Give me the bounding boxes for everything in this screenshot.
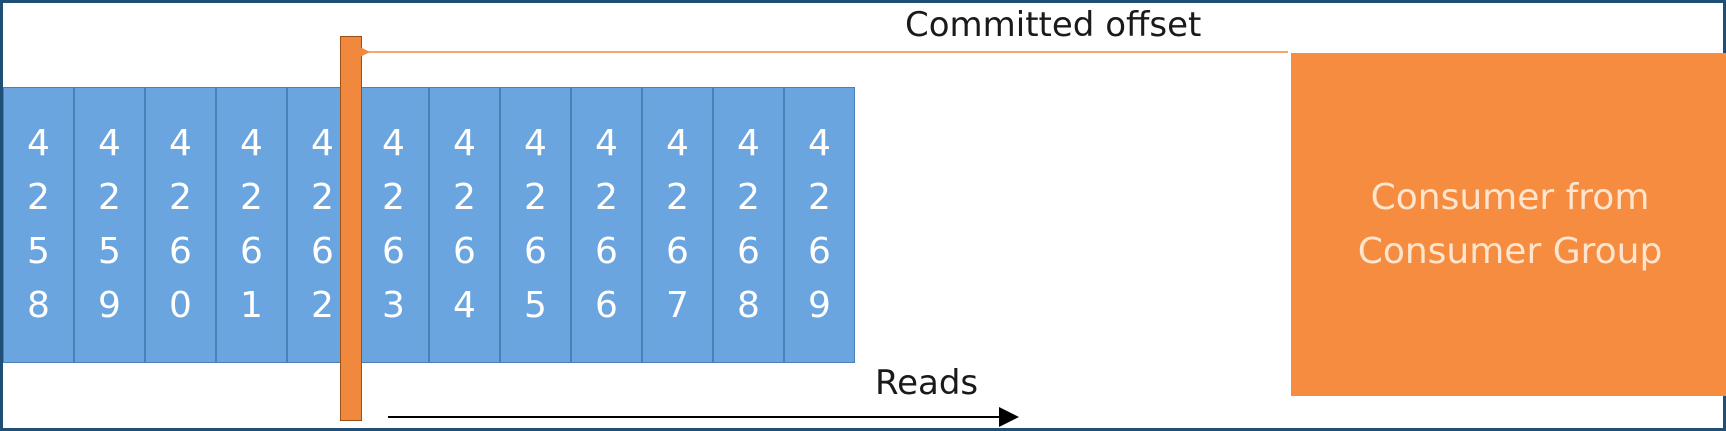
committed-offset-label: Committed offset bbox=[905, 5, 1202, 45]
consumer-label-line1: Consumer from bbox=[1370, 176, 1650, 218]
committed-offset-marker bbox=[340, 36, 362, 421]
reads-label: Reads bbox=[875, 363, 979, 403]
arrows-layer bbox=[355, 44, 1288, 427]
consumer-box: Consumer from Consumer Group bbox=[1291, 53, 1726, 396]
consumer-label-line2: Consumer Group bbox=[1357, 230, 1663, 272]
